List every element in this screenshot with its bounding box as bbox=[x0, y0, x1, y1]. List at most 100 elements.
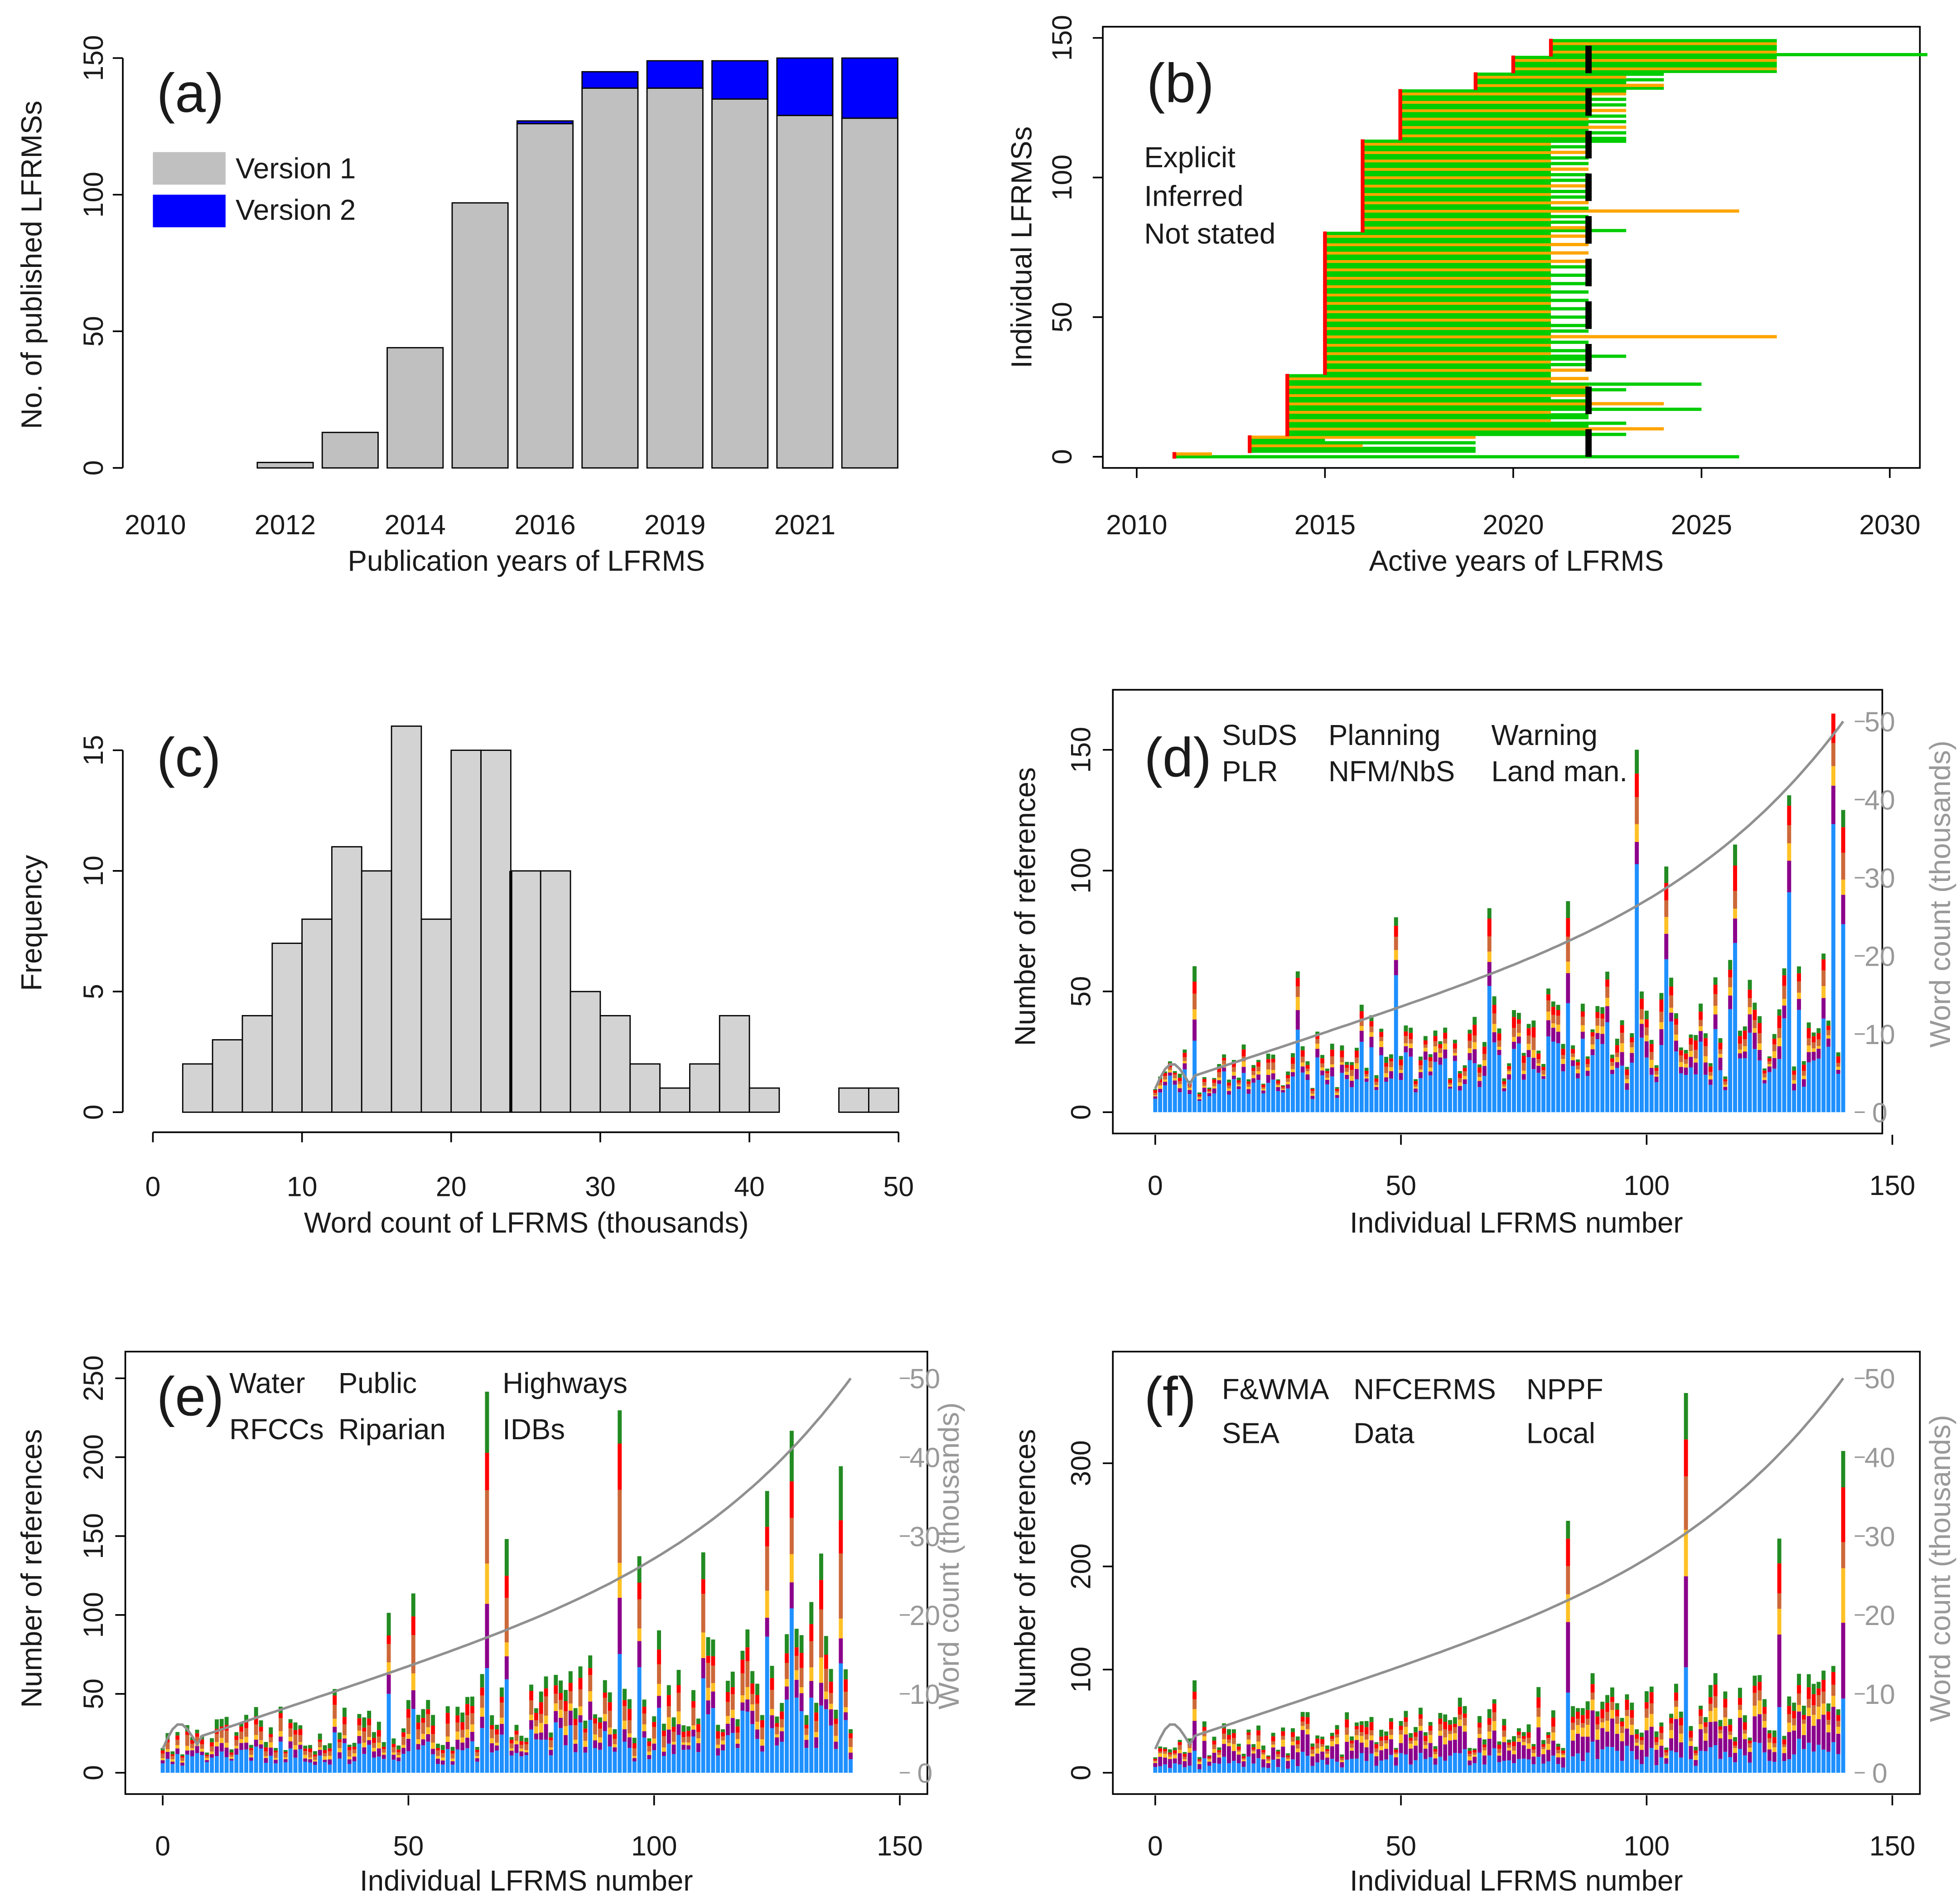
panel-f-bar-75-local bbox=[1521, 1732, 1526, 1736]
panel-f-bar-26-sea bbox=[1281, 1746, 1285, 1758]
legend-label-riparian: Riparian bbox=[338, 1413, 446, 1446]
panel-e-bar-102-highways bbox=[661, 1731, 666, 1737]
panel-d-bar-131-warning bbox=[1797, 973, 1801, 982]
panel-e-ytick-label: 0 bbox=[78, 1765, 109, 1780]
panel-e-bar-54-idbs bbox=[426, 1700, 430, 1709]
panel-e-bar-133-highways bbox=[814, 1712, 819, 1721]
panel-e-bar-120-idbs bbox=[750, 1671, 755, 1683]
panel-f-ylabel: Number of references bbox=[1009, 1429, 1042, 1708]
panel-c-xtick-label: 20 bbox=[436, 1171, 467, 1202]
panel-e-bar-19-public bbox=[254, 1735, 258, 1740]
panel-d-bar-135-nfm-nbs bbox=[1816, 1039, 1821, 1046]
panel-d-bar-60-plr bbox=[1448, 1086, 1452, 1089]
panel-f-bar-63-local bbox=[1463, 1706, 1467, 1714]
panel-f-bar-111-nfcerms bbox=[1699, 1724, 1703, 1729]
panel-d-bar-127-warning bbox=[1777, 1016, 1781, 1028]
panel-f-bar-34-sea bbox=[1320, 1751, 1324, 1760]
panel-e-bar-19-water bbox=[254, 1746, 258, 1773]
panel-e-bar-82-rfccs bbox=[564, 1735, 568, 1746]
panel-f-bar-15-f-wma bbox=[1227, 1763, 1231, 1773]
panel-e-bar-36-idbs bbox=[338, 1732, 342, 1740]
panel-e-bar-47-water bbox=[391, 1760, 396, 1773]
panel-d-bar-2-suds bbox=[1163, 1085, 1167, 1113]
panel-f-ytick-label: 200 bbox=[1065, 1543, 1096, 1590]
panel-f-bar-24-f-wma bbox=[1271, 1760, 1275, 1773]
panel-d-bar-123-nfm-nbs bbox=[1757, 1033, 1762, 1044]
panel-e-bar-83-rfccs bbox=[568, 1711, 573, 1726]
panel-f-bar-114-sea bbox=[1713, 1721, 1718, 1746]
panel-b-label: (b) bbox=[1147, 52, 1214, 114]
panel-e-ytick-label: 50 bbox=[78, 1678, 109, 1709]
panel-d-bar-75-suds bbox=[1521, 1079, 1526, 1113]
start-marker-row-31 bbox=[1323, 368, 1327, 372]
panel-e-bar-139-idbs bbox=[844, 1669, 848, 1679]
panel-d-bar-5-suds bbox=[1178, 1092, 1182, 1113]
panel-f-bar-72-nfcerms bbox=[1507, 1747, 1511, 1751]
panel-d-bar-5-warning bbox=[1178, 1078, 1182, 1081]
panel-b-frame bbox=[1102, 26, 1921, 469]
panel-e-bar-34-highways bbox=[328, 1748, 332, 1751]
panel-d-bar-82-plr bbox=[1556, 1031, 1560, 1044]
start-marker-row-102 bbox=[1361, 170, 1365, 174]
panel-f-bar-82-nfcerms bbox=[1556, 1753, 1560, 1758]
panel-e-bar-110-water bbox=[701, 1678, 705, 1773]
panel-f-bar-41-f-wma bbox=[1355, 1758, 1359, 1773]
panel-f-bar-24-sea bbox=[1271, 1747, 1275, 1760]
panel-f-bar-10-nfcerms bbox=[1202, 1736, 1207, 1741]
panel-f-bar-112-nppf bbox=[1704, 1722, 1708, 1727]
panel-d-bar-102-nfm-nbs bbox=[1654, 1071, 1659, 1075]
panel-d-bar-1-nfm-nbs bbox=[1158, 1082, 1163, 1086]
panel-f-bar-38-local bbox=[1340, 1754, 1344, 1757]
panel-e-bar-122-rfccs bbox=[760, 1746, 764, 1752]
panel-d-bar-17-nfm-nbs bbox=[1236, 1082, 1241, 1085]
panel-d-bar-32-nfm-nbs bbox=[1310, 1091, 1315, 1094]
panel-f-bar-11-nfcerms bbox=[1207, 1759, 1212, 1762]
panel-f-bar-85-nfcerms bbox=[1571, 1730, 1575, 1741]
panel-d-bar-44-nfm-nbs bbox=[1369, 1026, 1374, 1032]
panel-e-bar-90-highways bbox=[603, 1693, 607, 1698]
panel-e-bar-134-riparian bbox=[819, 1609, 823, 1658]
panel-f-bar-109-local bbox=[1689, 1726, 1693, 1731]
start-marker-row-86 bbox=[1361, 214, 1365, 219]
panel-f-bar-14-nppf bbox=[1222, 1728, 1226, 1734]
panel-d-bar-66-plr bbox=[1477, 1081, 1482, 1087]
panel-d-bar-75-planning bbox=[1521, 1070, 1526, 1074]
panel-f-bar-132-nfcerms bbox=[1801, 1723, 1806, 1735]
panel-d-bar-106-warning bbox=[1674, 1018, 1678, 1025]
panel-f-bar-53-nppf bbox=[1414, 1732, 1418, 1737]
panel-e-bar-43-idbs bbox=[372, 1732, 376, 1738]
panel-d-bar-41-plr bbox=[1355, 1069, 1359, 1079]
panel-f-bar-131-nfcerms bbox=[1797, 1705, 1801, 1712]
panel-e-bar-131-highways bbox=[804, 1725, 809, 1729]
panel-e-bar-97-public bbox=[637, 1628, 642, 1641]
panel-f-bar-68-local bbox=[1487, 1709, 1492, 1718]
panel-f-bar-22-sea bbox=[1261, 1759, 1265, 1768]
panel-d-bar-0-planning bbox=[1153, 1095, 1158, 1097]
panel-f-bar-112-f-wma bbox=[1704, 1751, 1708, 1773]
panel-e-bar-29-rfccs bbox=[303, 1758, 308, 1762]
panel-d-bar-77-land-man- bbox=[1531, 1021, 1536, 1027]
panel-d-bar-81-warning bbox=[1551, 1006, 1555, 1015]
panel-e-bar-121-public bbox=[755, 1722, 759, 1730]
panel-d-bar-94-nfm-nbs bbox=[1615, 1052, 1619, 1057]
panel-d-bar-63-land-man- bbox=[1463, 1065, 1467, 1068]
panel-e-bar-122-public bbox=[760, 1739, 764, 1746]
panel-f-bar-2-f-wma bbox=[1163, 1764, 1167, 1773]
panel-f-bar-96-f-wma bbox=[1625, 1746, 1629, 1773]
panel-e-bar-78-idbs bbox=[544, 1676, 548, 1688]
panel-f-bar-119-nppf bbox=[1738, 1698, 1742, 1705]
panel-f-bar-67-nfcerms bbox=[1482, 1750, 1487, 1756]
panel-f-bar-27-sea bbox=[1286, 1761, 1290, 1769]
panel-e-bar-88-riparian bbox=[593, 1723, 597, 1735]
panel-d-bar-104-plr bbox=[1664, 934, 1669, 959]
panel-e-bar-111-highways bbox=[706, 1655, 710, 1663]
start-marker-row-51 bbox=[1323, 312, 1327, 316]
panel-f-bar-61-data bbox=[1453, 1727, 1457, 1733]
panel-d-bar-83-suds bbox=[1561, 1071, 1565, 1113]
panel-d-bar-107-plr bbox=[1679, 1067, 1683, 1074]
start-marker-row-131 bbox=[1398, 89, 1402, 93]
panel-b-ytick-label: 0 bbox=[1047, 449, 1077, 464]
start-marker-row-2 bbox=[1248, 449, 1252, 453]
panel-e-bar-111-rfccs bbox=[706, 1700, 710, 1714]
panel-f-bar-70-local bbox=[1497, 1741, 1501, 1745]
